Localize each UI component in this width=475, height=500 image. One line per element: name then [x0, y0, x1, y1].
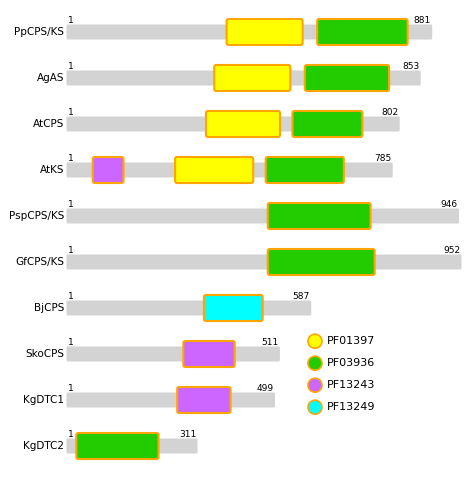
FancyBboxPatch shape	[175, 157, 253, 183]
Text: 311: 311	[179, 430, 196, 439]
FancyBboxPatch shape	[66, 116, 400, 132]
Circle shape	[308, 334, 322, 348]
FancyBboxPatch shape	[66, 254, 462, 270]
Circle shape	[308, 356, 322, 370]
Text: 1: 1	[68, 292, 74, 301]
FancyBboxPatch shape	[204, 295, 263, 321]
FancyBboxPatch shape	[66, 162, 393, 178]
Text: AtCPS: AtCPS	[33, 119, 64, 129]
Text: 1: 1	[68, 108, 74, 117]
Text: PF01397: PF01397	[327, 336, 375, 346]
FancyBboxPatch shape	[93, 157, 124, 183]
Text: SkoCPS: SkoCPS	[25, 349, 64, 359]
Text: PspCPS/KS: PspCPS/KS	[9, 211, 64, 221]
Text: 1: 1	[68, 246, 74, 255]
Text: 785: 785	[374, 154, 391, 163]
Circle shape	[308, 378, 322, 392]
FancyBboxPatch shape	[317, 19, 408, 45]
Text: 853: 853	[402, 62, 419, 71]
FancyBboxPatch shape	[66, 70, 421, 86]
Text: 1: 1	[68, 16, 74, 25]
FancyBboxPatch shape	[266, 157, 344, 183]
FancyBboxPatch shape	[66, 24, 432, 40]
Text: 1: 1	[68, 430, 74, 439]
Text: 1: 1	[68, 200, 74, 209]
Text: AtKS: AtKS	[39, 165, 64, 175]
Text: KgDTC2: KgDTC2	[23, 441, 64, 451]
Text: PF13243: PF13243	[327, 380, 375, 390]
Text: KgDTC1: KgDTC1	[23, 395, 64, 405]
FancyBboxPatch shape	[214, 65, 290, 91]
Text: 1: 1	[68, 384, 74, 393]
FancyBboxPatch shape	[227, 19, 303, 45]
FancyBboxPatch shape	[66, 300, 311, 316]
FancyBboxPatch shape	[76, 433, 159, 459]
Text: 587: 587	[293, 292, 310, 301]
FancyBboxPatch shape	[206, 111, 280, 137]
Text: BjCPS: BjCPS	[34, 303, 64, 313]
Text: 1: 1	[68, 154, 74, 163]
Text: GfCPS/KS: GfCPS/KS	[15, 257, 64, 267]
FancyBboxPatch shape	[177, 387, 230, 413]
Text: 952: 952	[443, 246, 460, 255]
FancyBboxPatch shape	[66, 392, 275, 407]
Text: PpCPS/KS: PpCPS/KS	[14, 27, 64, 37]
Text: 946: 946	[440, 200, 457, 209]
FancyBboxPatch shape	[66, 208, 459, 224]
FancyBboxPatch shape	[183, 341, 235, 367]
Text: 1: 1	[68, 62, 74, 71]
Text: 881: 881	[414, 16, 431, 25]
Text: AgAS: AgAS	[37, 73, 64, 83]
FancyBboxPatch shape	[268, 203, 370, 229]
FancyBboxPatch shape	[66, 346, 280, 362]
Text: PF13249: PF13249	[327, 402, 376, 412]
Text: 802: 802	[381, 108, 398, 117]
Circle shape	[308, 400, 322, 414]
FancyBboxPatch shape	[293, 111, 362, 137]
Text: 511: 511	[261, 338, 278, 347]
FancyBboxPatch shape	[268, 249, 375, 275]
Text: PF03936: PF03936	[327, 358, 375, 368]
FancyBboxPatch shape	[66, 438, 198, 454]
FancyBboxPatch shape	[305, 65, 389, 91]
Text: 499: 499	[256, 384, 274, 393]
Text: 1: 1	[68, 338, 74, 347]
